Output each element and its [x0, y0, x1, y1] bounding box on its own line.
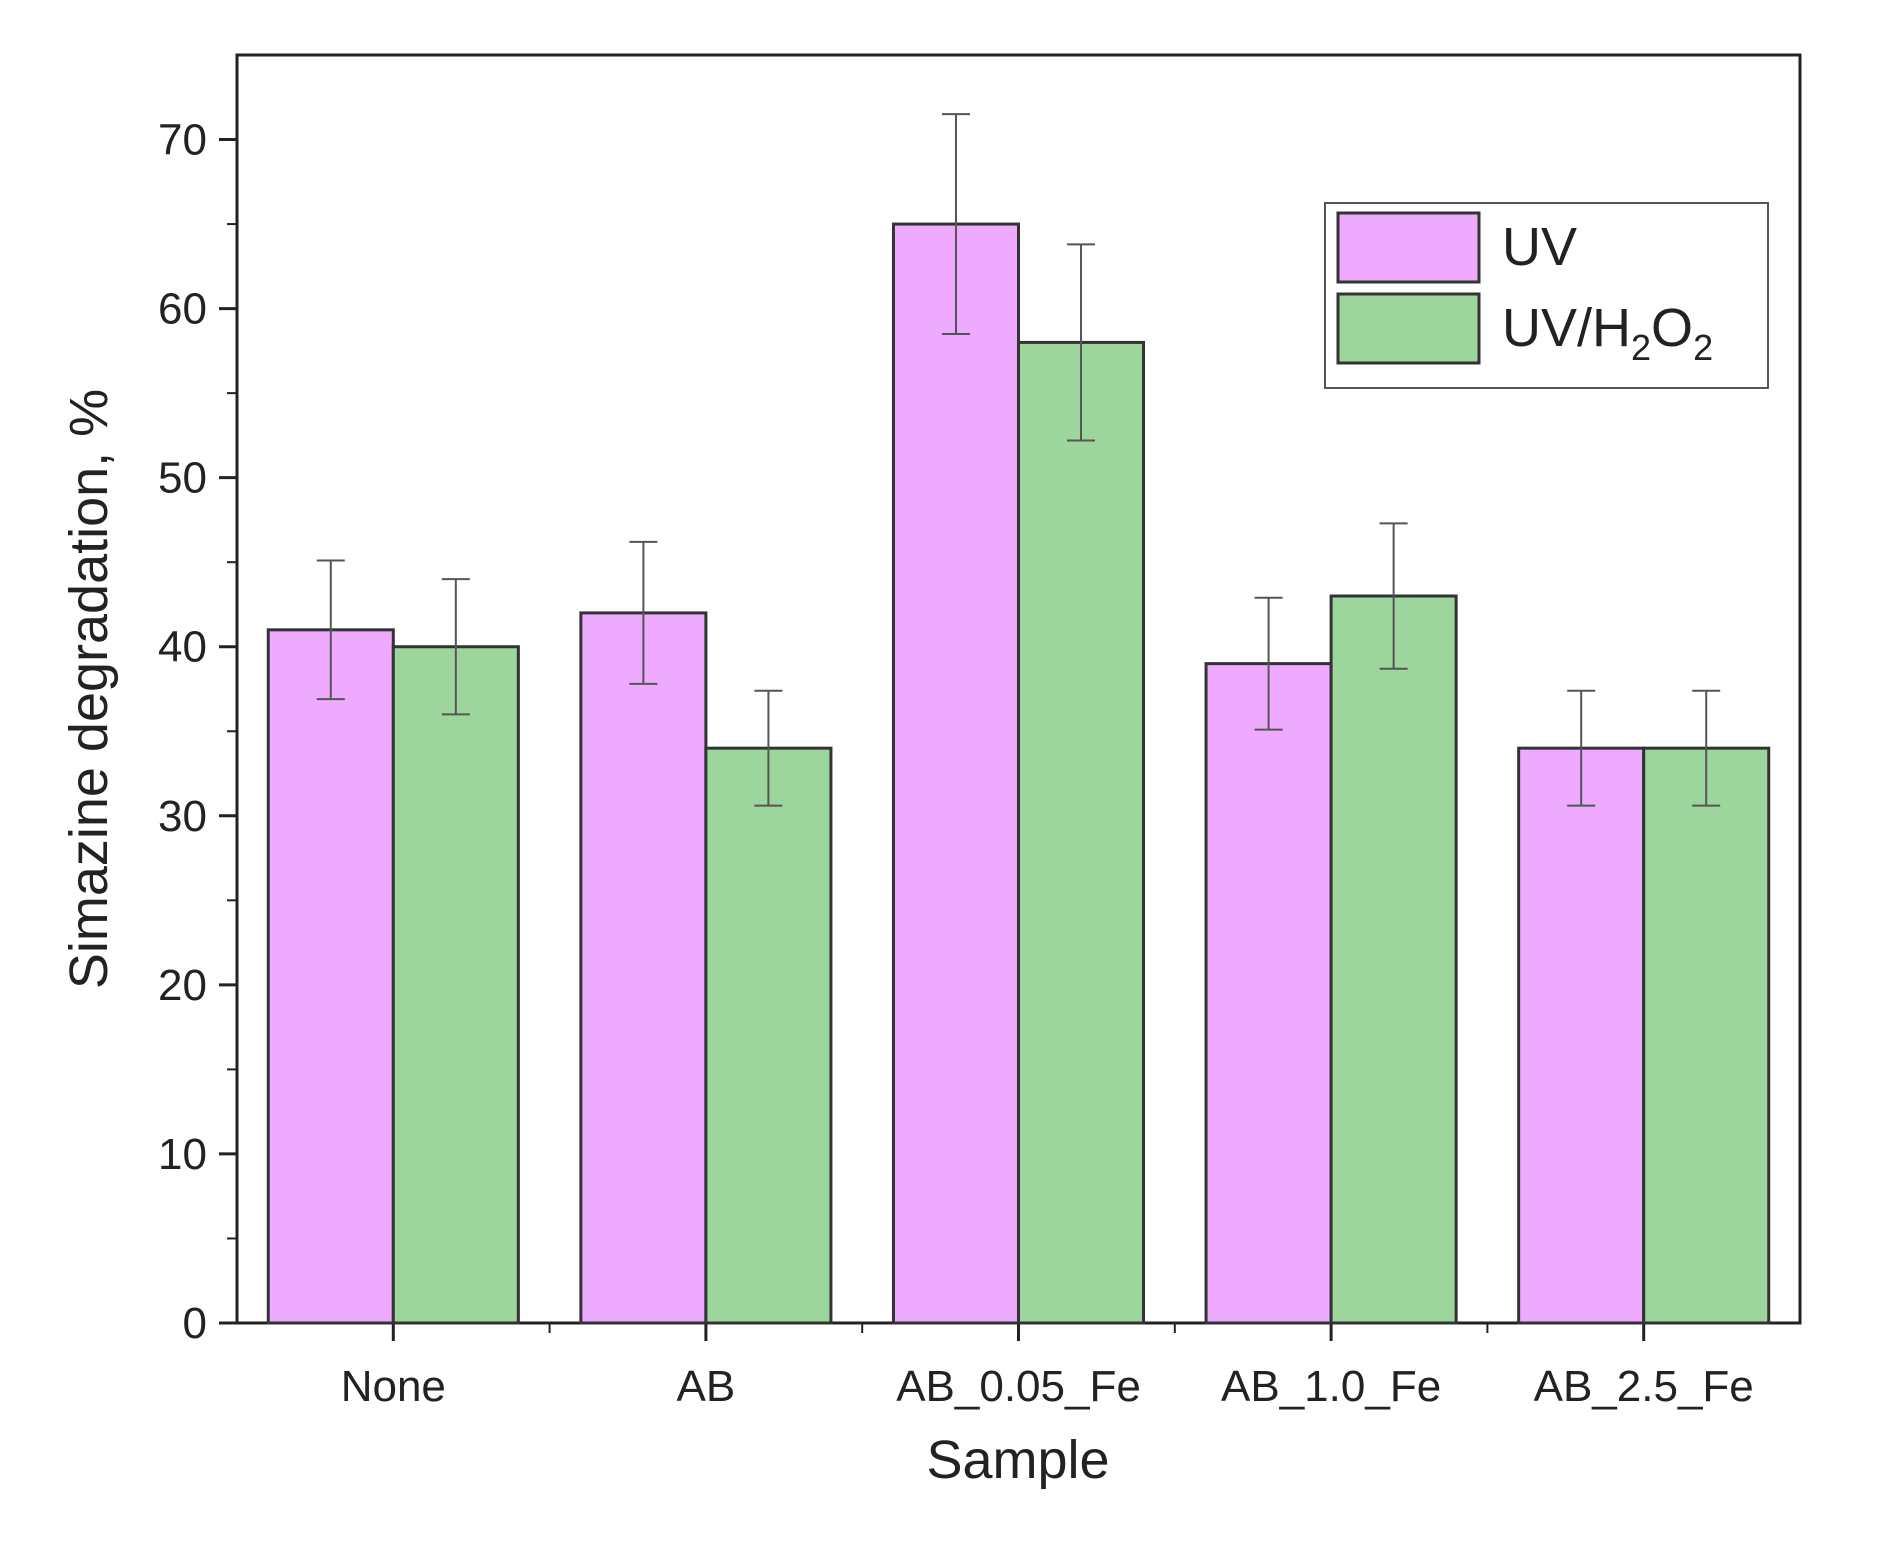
x-tick-label: None: [341, 1362, 446, 1411]
y-tick-label: 60: [158, 285, 207, 334]
y-ticks: 0 10 20 30 40 50 60 70: [158, 116, 237, 1348]
y-axis-title: Simazine degradation, %: [59, 389, 119, 989]
bar-uv: [266, 628, 395, 1325]
legend: UV UV/H2O2: [1324, 202, 1769, 389]
y-tick-label: 40: [158, 623, 207, 672]
bar-uv: [1517, 746, 1646, 1325]
x-tick-label: AB_2.5_Fe: [1534, 1362, 1754, 1411]
legend-swatch-uv-h2o2: [1336, 292, 1481, 365]
bar-uv-h2o2: [704, 746, 833, 1325]
error-bars: [316, 113, 1721, 807]
y-tick-label: 20: [158, 961, 207, 1010]
bar-uv-h2o2: [1017, 340, 1146, 1325]
bar-uv: [1204, 662, 1333, 1325]
x-tick-label: AB_0.05_Fe: [896, 1362, 1141, 1411]
legend-label-uv-h2o2: UV/H2O2: [1502, 298, 1713, 368]
x-tick-label: AB: [677, 1362, 736, 1411]
bar-uv-h2o2: [1642, 746, 1771, 1325]
bar-uv-h2o2: [1329, 594, 1458, 1325]
x-tick-label: AB_1.0_Fe: [1221, 1362, 1441, 1411]
bars: [266, 222, 1771, 1325]
y-tick-label: 0: [183, 1299, 207, 1348]
x-axis-title: Sample: [926, 1430, 1109, 1490]
bar-uv: [891, 222, 1021, 1325]
y-tick-label: 10: [158, 1130, 207, 1179]
y-tick-label: 50: [158, 454, 207, 503]
y-tick-label: 70: [158, 116, 207, 165]
x-ticks: None AB AB_0.05_Fe AB_1.0_Fe AB_2.5_Fe: [341, 1323, 1754, 1411]
y-tick-label: 30: [158, 792, 207, 841]
legend-label-uv: UV: [1502, 217, 1577, 277]
legend-swatch-uv: [1336, 211, 1481, 284]
bar-uv: [579, 611, 708, 1325]
bar-uv-h2o2: [391, 645, 520, 1325]
